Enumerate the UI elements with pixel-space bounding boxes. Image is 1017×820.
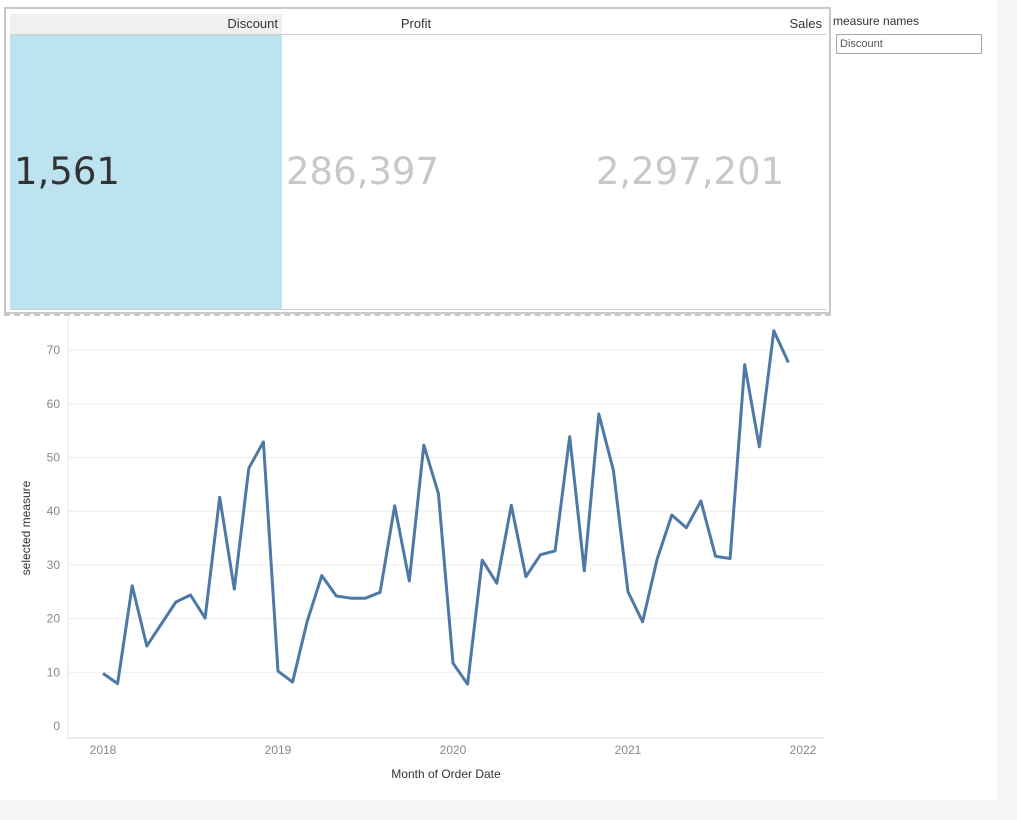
data-point[interactable]: [362, 594, 370, 602]
data-point[interactable]: [522, 573, 530, 581]
kpi-values-row: 1,561 286,397 2,297,201: [10, 35, 826, 309]
data-point[interactable]: [580, 567, 588, 575]
y-tick-label: 20: [47, 612, 61, 626]
data-point[interactable]: [434, 490, 442, 498]
data-point[interactable]: [726, 555, 734, 563]
kpi-value-sales[interactable]: 2,297,201: [595, 150, 785, 193]
parameter-label: measure names: [833, 14, 920, 28]
data-point[interactable]: [653, 555, 661, 563]
data-point[interactable]: [201, 614, 209, 622]
gridlines: [68, 349, 825, 673]
data-point[interactable]: [478, 556, 486, 564]
data-point[interactable]: [551, 547, 559, 555]
kpi-header-sales[interactable]: Sales: [789, 16, 822, 31]
data-point[interactable]: [376, 588, 384, 596]
data-point[interactable]: [391, 502, 399, 510]
data-point[interactable]: [697, 497, 705, 505]
dashboard-divider: [4, 314, 831, 316]
data-point[interactable]: [609, 466, 617, 474]
data-point[interactable]: [493, 579, 501, 587]
y-tick-label: 30: [47, 558, 61, 572]
data-point[interactable]: [172, 598, 180, 606]
y-tick-label: 70: [47, 343, 61, 357]
x-tick-label: 2019: [265, 743, 292, 757]
y-tick-label: 60: [47, 397, 61, 411]
series-layer: [99, 327, 792, 688]
data-point[interactable]: [245, 464, 253, 472]
x-tick-labels: 2018 2019 2020 2021 2022: [90, 743, 817, 757]
data-point[interactable]: [668, 511, 676, 519]
x-tick-label: 2022: [790, 743, 817, 757]
data-point[interactable]: [259, 438, 267, 446]
data-point[interactable]: [157, 620, 165, 628]
kpi-divider: [10, 309, 826, 310]
y-tick-label: 50: [47, 451, 61, 465]
data-point[interactable]: [332, 592, 340, 600]
measure-names-dropdown[interactable]: Discount: [836, 34, 982, 54]
data-point[interactable]: [755, 443, 763, 451]
data-point[interactable]: [187, 591, 195, 599]
data-point[interactable]: [682, 524, 690, 532]
data-point[interactable]: [712, 552, 720, 560]
data-point[interactable]: [624, 588, 632, 596]
data-point[interactable]: [289, 678, 297, 686]
kpi-header-profit[interactable]: Profit: [400, 16, 432, 31]
kpi-header-row: Discount Profit Sales: [10, 14, 826, 35]
data-point[interactable]: [464, 680, 472, 688]
data-point[interactable]: [99, 669, 107, 677]
series-line: [102, 329, 790, 686]
data-point[interactable]: [216, 493, 224, 501]
data-point[interactable]: [128, 582, 136, 590]
x-axis-title: Month of Order Date: [391, 767, 501, 781]
x-tick-label: 2018: [90, 743, 117, 757]
data-point[interactable]: [347, 594, 355, 602]
x-tick-label: 2020: [440, 743, 467, 757]
data-point[interactable]: [318, 572, 326, 580]
dashboard: Discount Profit Sales 1,561 286,397 2,29…: [0, 7, 982, 788]
data-point[interactable]: [114, 680, 122, 688]
y-tick-label: 10: [47, 665, 61, 679]
data-point[interactable]: [639, 618, 647, 626]
data-point[interactable]: [143, 642, 151, 650]
data-point[interactable]: [566, 433, 574, 441]
data-point[interactable]: [420, 441, 428, 449]
kpi-table: Discount Profit Sales 1,561 286,397 2,29…: [4, 7, 831, 314]
data-point[interactable]: [230, 585, 238, 593]
data-point[interactable]: [595, 410, 603, 418]
data-point[interactable]: [537, 551, 545, 559]
data-point[interactable]: [303, 617, 311, 625]
data-point[interactable]: [405, 577, 413, 585]
y-tick-label: 40: [47, 504, 61, 518]
data-point[interactable]: [741, 361, 749, 369]
y-axis-title: selected measure: [19, 480, 33, 575]
x-tick-label: 2021: [615, 743, 642, 757]
line-chart[interactable]: 0 10 20 30 40 50 60 70 2018 2019 2020 2021 2022 sel…: [0, 318, 830, 788]
y-tick-labels: 0 10 20 30 40 50 60 70: [47, 343, 61, 733]
kpi-value-discount[interactable]: 1,561: [10, 35, 282, 309]
data-point[interactable]: [784, 359, 792, 367]
y-tick-label: 0: [53, 719, 60, 733]
data-point[interactable]: [507, 501, 515, 509]
kpi-header-discount[interactable]: Discount: [10, 14, 282, 34]
data-point[interactable]: [770, 327, 778, 335]
kpi-value-profit[interactable]: 286,397: [286, 150, 440, 193]
data-point[interactable]: [274, 667, 282, 675]
data-point[interactable]: [449, 659, 457, 667]
